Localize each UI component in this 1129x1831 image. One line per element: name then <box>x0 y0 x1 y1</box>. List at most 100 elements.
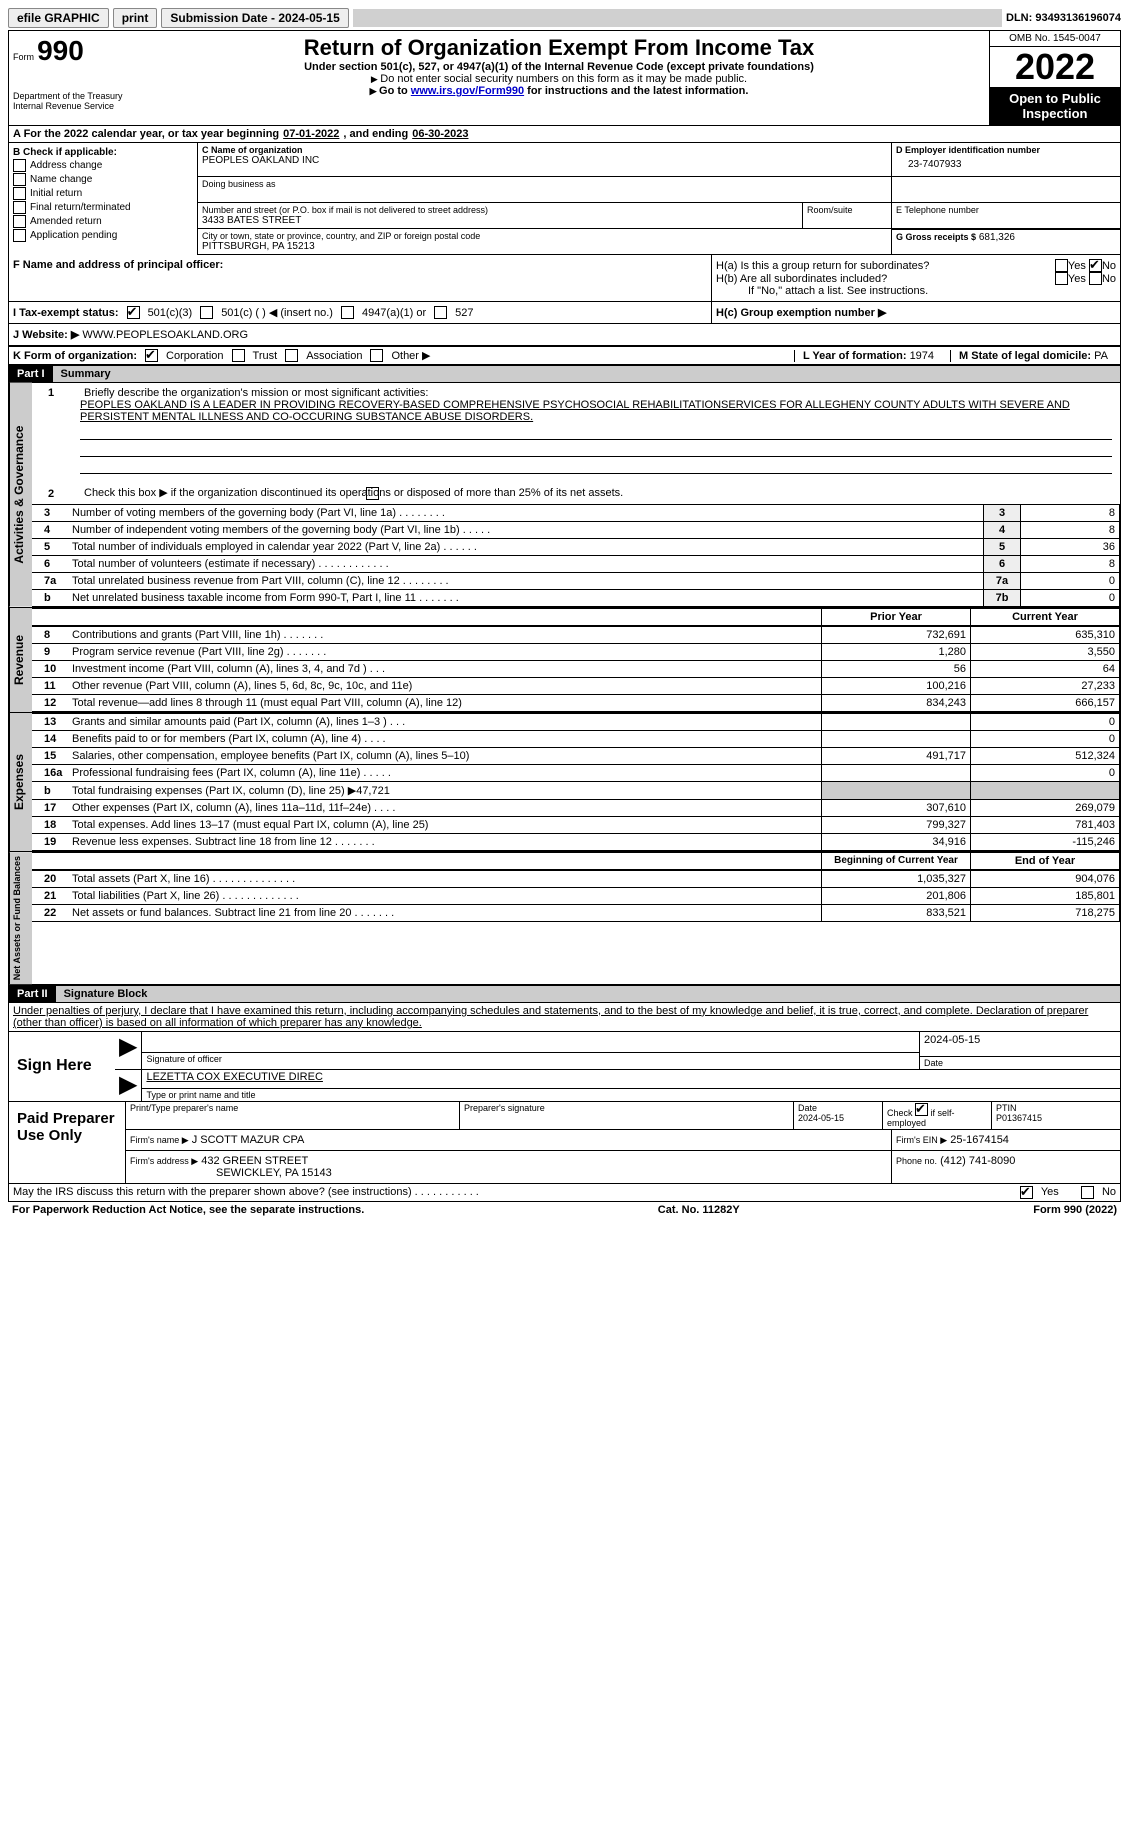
i-501c3-checkbox[interactable] <box>127 306 140 319</box>
year-formation: 1974 <box>910 350 934 362</box>
firm-addr-label: Firm's address ▶ <box>130 1156 198 1166</box>
box-g-label: G Gross receipts $ <box>896 232 976 242</box>
part1-bar: Part I Summary <box>8 365 1121 383</box>
box-b-checkbox[interactable] <box>13 159 26 172</box>
q2-label: Check this box ▶ if the organization dis… <box>84 486 1112 500</box>
discuss-no: No <box>1102 1186 1116 1198</box>
hb-yes-checkbox[interactable] <box>1055 272 1068 285</box>
period-label: A For the 2022 calendar year, or tax yea… <box>13 128 279 140</box>
box-b-checkbox[interactable] <box>13 187 26 200</box>
note-ssn: Do not enter social security numbers on … <box>133 73 985 85</box>
revenue-table: 8Contributions and grants (Part VIII, li… <box>32 626 1120 712</box>
box-m-label: M State of legal domicile: <box>959 350 1091 362</box>
dept-label: Department of the Treasury Internal Reve… <box>13 91 125 111</box>
box-e-label: E Telephone number <box>896 205 1116 215</box>
form-title: Return of Organization Exempt From Incom… <box>133 35 985 61</box>
governance-table: 3Number of voting members of the governi… <box>32 504 1120 607</box>
ptin-value: P01367415 <box>996 1113 1042 1123</box>
part2-title: Signature Block <box>56 986 1120 1002</box>
ha-yes: Yes <box>1068 260 1086 272</box>
box-b-checkbox[interactable] <box>13 173 26 186</box>
phone-label: Phone no. <box>896 1156 937 1166</box>
box-d-label: D Employer identification number <box>896 145 1116 155</box>
irs-link[interactable]: www.irs.gov/Form990 <box>411 85 524 97</box>
box-b-checkbox[interactable] <box>13 201 26 214</box>
box-b-checkbox[interactable] <box>13 229 26 242</box>
part1-header: Part I <box>9 366 53 382</box>
i-opt-0: 501(c)(3) <box>148 307 193 319</box>
ptin-label: PTIN <box>996 1103 1017 1113</box>
sig-date-label: Date <box>920 1057 1120 1069</box>
period-begin: 07-01-2022 <box>283 128 339 140</box>
net-header: Beginning of Current YearEnd of Year <box>32 852 1120 870</box>
prep-name-label: Print/Type preparer's name <box>126 1102 459 1129</box>
dba-label: Doing business as <box>202 179 887 189</box>
form-header: Form 990 Department of the Treasury Inte… <box>8 30 1121 125</box>
firm-ein-label: Firm's EIN ▶ <box>896 1135 947 1145</box>
open-to-public: Open to Public Inspection <box>990 87 1120 125</box>
sign-block: Sign Here ▶ Signature of officer 2024-05… <box>8 1031 1121 1102</box>
klm-row: K Form of organization: Corporation Trus… <box>8 346 1121 365</box>
box-b-item: Application pending <box>30 230 117 241</box>
box-b-checkbox[interactable] <box>13 215 26 228</box>
cat-number: Cat. No. 11282Y <box>658 1204 740 1216</box>
efile-button[interactable]: efile GRAPHIC <box>8 8 109 28</box>
net-assets-table: 20Total assets (Part X, line 16) . . . .… <box>32 870 1120 922</box>
period-row: A For the 2022 calendar year, or tax yea… <box>8 125 1121 143</box>
i-527-checkbox[interactable] <box>434 306 447 319</box>
top-toolbar: efile GRAPHIC print Submission Date - 20… <box>8 8 1121 28</box>
k-opt-2: Association <box>306 350 362 362</box>
officer-name: LEZETTA COX EXECUTIVE DIREC <box>142 1070 1120 1089</box>
city-value: PITTSBURGH, PA 15213 <box>202 241 887 252</box>
self-employed-checkbox[interactable] <box>915 1103 928 1116</box>
footer: For Paperwork Reduction Act Notice, see … <box>8 1202 1121 1218</box>
ha-no-checkbox[interactable] <box>1089 259 1102 272</box>
h-b-label: H(b) Are all subordinates included? <box>716 273 1055 285</box>
form-subtitle: Under section 501(c), 527, or 4947(a)(1)… <box>133 61 985 73</box>
discuss-yes-checkbox[interactable] <box>1020 1186 1033 1199</box>
k-opt-1: Trust <box>253 350 278 362</box>
tab-revenue: Revenue <box>9 608 32 712</box>
k-corp-checkbox[interactable] <box>145 349 158 362</box>
org-name: PEOPLES OAKLAND INC <box>202 155 887 166</box>
period-mid: , and ending <box>343 128 408 140</box>
prep-sig-label: Preparer's signature <box>459 1102 793 1129</box>
period-end: 06-30-2023 <box>412 128 468 140</box>
print-button[interactable]: print <box>113 8 158 28</box>
sign-here-label: Sign Here <box>9 1032 115 1101</box>
box-b-item: Amended return <box>30 216 102 227</box>
paid-preparer-block: Paid Preparer Use Only Print/Type prepar… <box>8 1102 1121 1184</box>
k-assoc-checkbox[interactable] <box>285 349 298 362</box>
revenue-header: Prior YearCurrent Year <box>32 608 1120 626</box>
i-4947-checkbox[interactable] <box>341 306 354 319</box>
tab-net-assets: Net Assets or Fund Balances <box>9 852 32 984</box>
part2-bar: Part II Signature Block <box>8 985 1121 1003</box>
h-c-label: H(c) Group exemption number ▶ <box>716 307 886 319</box>
state-domicile: PA <box>1094 350 1108 362</box>
box-l-label: L Year of formation: <box>803 350 907 362</box>
addr-label: Number and street (or P.O. box if mail i… <box>202 205 798 215</box>
h-b-note: If "No," attach a list. See instructions… <box>716 285 1116 297</box>
k-trust-checkbox[interactable] <box>232 349 245 362</box>
i-501c-checkbox[interactable] <box>200 306 213 319</box>
firm-name: J SCOTT MAZUR CPA <box>192 1134 305 1146</box>
ha-yes-checkbox[interactable] <box>1055 259 1068 272</box>
q2-checkbox[interactable] <box>366 487 379 500</box>
k-other-checkbox[interactable] <box>370 349 383 362</box>
tab-governance: Activities & Governance <box>9 383 32 607</box>
h-a-label: H(a) Is this a group return for subordin… <box>716 260 1055 272</box>
discuss-no-checkbox[interactable] <box>1081 1186 1094 1199</box>
box-b: B Check if applicable: Address changeNam… <box>9 143 198 255</box>
k-opt-0: Corporation <box>166 350 223 362</box>
note-goto-pre: Go to <box>370 85 411 97</box>
ha-no: No <box>1102 260 1116 272</box>
hb-no-checkbox[interactable] <box>1089 272 1102 285</box>
check-pre: Check <box>887 1108 913 1118</box>
q1-label: Briefly describe the organization's miss… <box>84 387 1112 399</box>
box-j-label: J Website: ▶ <box>13 329 79 341</box>
box-k-label: K Form of organization: <box>13 350 137 362</box>
officer-name-label: Type or print name and title <box>142 1089 1120 1101</box>
sig-officer-label: Signature of officer <box>142 1053 919 1065</box>
arrow-icon-2: ▶ <box>115 1070 141 1101</box>
box-c-name-label: C Name of organization <box>202 145 887 155</box>
